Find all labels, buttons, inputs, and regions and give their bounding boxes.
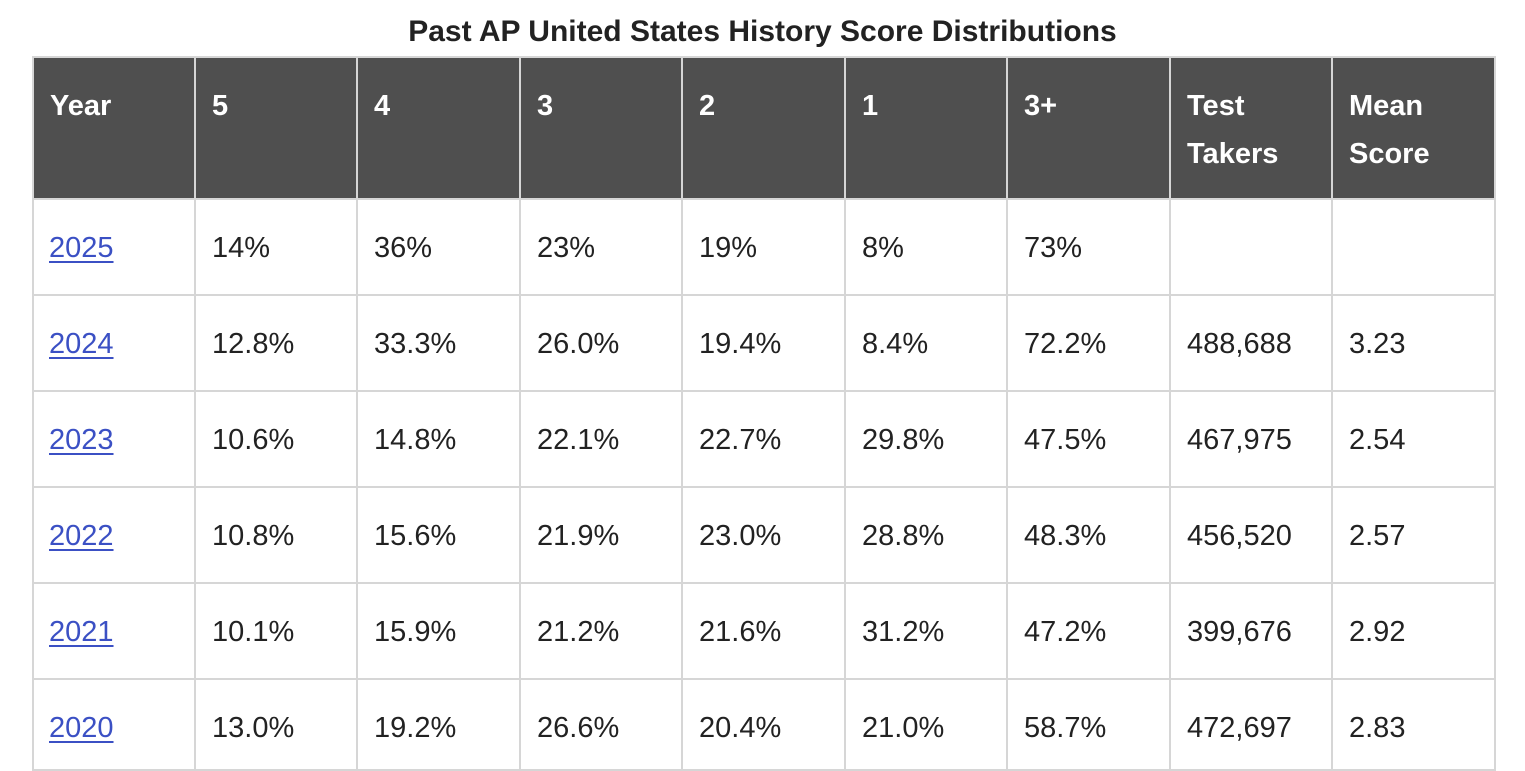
- score-1-cell: 28.8%: [844, 486, 1008, 584]
- score-3-cell: 21.9%: [519, 486, 683, 584]
- year-cell: 2022: [32, 486, 196, 584]
- score-2-cell: 19%: [681, 198, 846, 296]
- mean-score-cell: 2.83: [1331, 678, 1496, 771]
- header-score-3-plus: 3+: [1006, 56, 1171, 200]
- test-takers-cell: 467,975: [1169, 390, 1333, 488]
- header-mean-score: Mean Score: [1331, 56, 1496, 200]
- score-1-cell: 29.8%: [844, 390, 1008, 488]
- year-link[interactable]: 2020: [49, 712, 114, 744]
- year-cell: 2020: [32, 678, 196, 771]
- test-takers-cell: 456,520: [1169, 486, 1333, 584]
- header-test-takers: Test Takers: [1169, 56, 1333, 200]
- score-2-cell: 23.0%: [681, 486, 846, 584]
- table-row: 2020 13.0% 19.2% 26.6% 20.4% 21.0% 58.7%…: [32, 678, 1496, 771]
- table-row: 2023 10.6% 14.8% 22.1% 22.7% 29.8% 47.5%…: [32, 390, 1496, 488]
- table-header: Year 5 4 3 2 1 3+ Test Takers Mean Score: [32, 56, 1496, 200]
- table-row: 2021 10.1% 15.9% 21.2% 21.6% 31.2% 47.2%…: [32, 582, 1496, 680]
- score-4-cell: 15.9%: [356, 582, 521, 680]
- score-4-cell: 15.6%: [356, 486, 521, 584]
- score-3-cell: 21.2%: [519, 582, 683, 680]
- score-3-cell: 26.6%: [519, 678, 683, 771]
- header-score-3: 3: [519, 56, 683, 200]
- score-3-plus-cell: 58.7%: [1006, 678, 1171, 771]
- score-3-plus-cell: 73%: [1006, 198, 1171, 296]
- score-2-cell: 20.4%: [681, 678, 846, 771]
- header-score-4: 4: [356, 56, 521, 200]
- year-link[interactable]: 2024: [49, 328, 114, 360]
- score-2-cell: 21.6%: [681, 582, 846, 680]
- table-row: 2025 14% 36% 23% 19% 8% 73%: [32, 198, 1496, 296]
- test-takers-cell: 472,697: [1169, 678, 1333, 771]
- score-5-cell: 10.1%: [194, 582, 358, 680]
- table-row: 2024 12.8% 33.3% 26.0% 19.4% 8.4% 72.2% …: [32, 294, 1496, 392]
- score-4-cell: 14.8%: [356, 390, 521, 488]
- table-title: Past AP United States History Score Dist…: [408, 15, 1117, 48]
- score-5-cell: 12.8%: [194, 294, 358, 392]
- score-4-cell: 33.3%: [356, 294, 521, 392]
- score-3-cell: 23%: [519, 198, 683, 296]
- table-body: 2025 14% 36% 23% 19% 8% 73% 2024 12.8% 3…: [32, 198, 1496, 771]
- year-cell: 2024: [32, 294, 196, 392]
- mean-score-cell: 2.92: [1331, 582, 1496, 680]
- score-1-cell: 8%: [844, 198, 1008, 296]
- score-2-cell: 19.4%: [681, 294, 846, 392]
- test-takers-cell: [1169, 198, 1333, 296]
- year-link[interactable]: 2022: [49, 520, 114, 552]
- year-cell: 2023: [32, 390, 196, 488]
- score-3-cell: 22.1%: [519, 390, 683, 488]
- score-1-cell: 31.2%: [844, 582, 1008, 680]
- year-link[interactable]: 2021: [49, 616, 114, 648]
- header-row: Year 5 4 3 2 1 3+ Test Takers Mean Score: [32, 56, 1496, 200]
- header-score-1: 1: [844, 56, 1008, 200]
- score-1-cell: 8.4%: [844, 294, 1008, 392]
- score-5-cell: 13.0%: [194, 678, 358, 771]
- score-5-cell: 10.8%: [194, 486, 358, 584]
- header-score-5: 5: [194, 56, 358, 200]
- mean-score-cell: 3.23: [1331, 294, 1496, 392]
- score-3-plus-cell: 47.5%: [1006, 390, 1171, 488]
- year-cell: 2025: [32, 198, 196, 296]
- mean-score-cell: [1331, 198, 1496, 296]
- score-5-cell: 14%: [194, 198, 358, 296]
- score-2-cell: 22.7%: [681, 390, 846, 488]
- mean-score-cell: 2.54: [1331, 390, 1496, 488]
- header-score-2: 2: [681, 56, 846, 200]
- score-3-plus-cell: 48.3%: [1006, 486, 1171, 584]
- score-1-cell: 21.0%: [844, 678, 1008, 771]
- year-link[interactable]: 2025: [49, 232, 114, 264]
- test-takers-cell: 399,676: [1169, 582, 1333, 680]
- test-takers-cell: 488,688: [1169, 294, 1333, 392]
- score-4-cell: 19.2%: [356, 678, 521, 771]
- year-link[interactable]: 2023: [49, 424, 114, 456]
- mean-score-cell: 2.57: [1331, 486, 1496, 584]
- score-3-plus-cell: 72.2%: [1006, 294, 1171, 392]
- header-year: Year: [32, 56, 196, 200]
- score-4-cell: 36%: [356, 198, 521, 296]
- score-3-plus-cell: 47.2%: [1006, 582, 1171, 680]
- year-cell: 2021: [32, 582, 196, 680]
- score-3-cell: 26.0%: [519, 294, 683, 392]
- table-row: 2022 10.8% 15.6% 21.9% 23.0% 28.8% 48.3%…: [32, 486, 1496, 584]
- score-distribution-table: Year 5 4 3 2 1 3+ Test Takers Mean Score…: [32, 56, 1496, 771]
- score-5-cell: 10.6%: [194, 390, 358, 488]
